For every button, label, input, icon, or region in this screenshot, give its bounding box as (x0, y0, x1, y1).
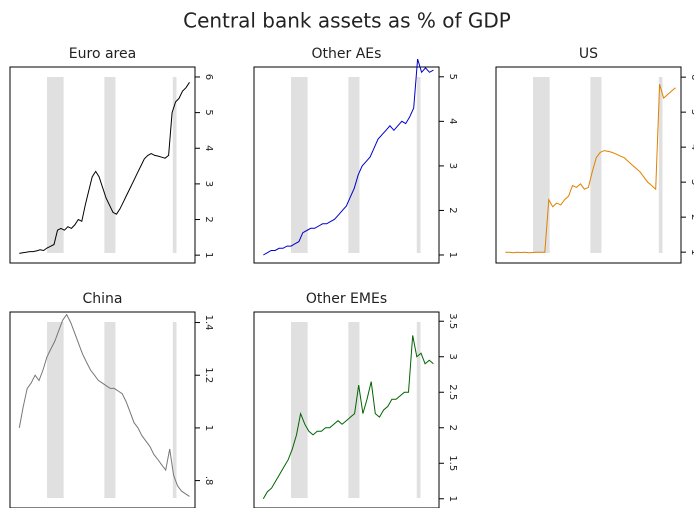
y-tick-label: 5 (447, 74, 458, 80)
y-tick-label: 5 (689, 109, 694, 115)
plot-frame (9, 66, 196, 264)
plot-frame (9, 311, 196, 508)
shaded-period (172, 77, 177, 253)
data-line (19, 82, 190, 254)
shaded-period (172, 322, 177, 498)
panel-title: China (83, 291, 123, 307)
data-line (263, 58, 434, 256)
y-tick-label: 4 (447, 118, 458, 124)
shaded-period (47, 77, 64, 253)
shaded-period (416, 77, 421, 253)
panel-title: Euro area (69, 46, 136, 62)
shaded-period (590, 77, 602, 253)
shaded-period (416, 322, 421, 498)
shaded-period (348, 77, 360, 253)
y-tick-label: 6 (203, 74, 214, 80)
y-tick-label: 1.4 (203, 315, 214, 331)
shaded-period (104, 77, 116, 253)
y-tick-label: 3.5 (447, 313, 458, 329)
y-tick-label: 3 (689, 179, 694, 185)
y-tick-label: 1 (203, 425, 214, 431)
y-tick-label: 1 (203, 252, 214, 258)
y-tick-label: 3 (447, 354, 458, 360)
y-tick-label: 2 (447, 207, 458, 213)
shaded-period (291, 77, 308, 253)
y-tick-label: 3 (203, 181, 214, 187)
y-tick-label: 3 (447, 163, 458, 169)
y-tick-label: 1 (447, 496, 458, 502)
data-line (262, 335, 434, 500)
y-tick-label: 1 (689, 249, 694, 255)
y-tick-label: 2 (689, 214, 694, 220)
shaded-period (533, 77, 550, 253)
y-tick-label: 2 (447, 425, 458, 431)
panel: Other AEs 1 2 3 4 5 (253, 46, 458, 264)
y-tick-label: 1.2 (203, 367, 214, 383)
panel-title: Other EMEs (306, 291, 387, 307)
y-tick-label: .8 (203, 476, 214, 486)
panel: Other EMEs 1 1.5 2 2.5 3 3.5 (253, 291, 458, 508)
y-tick-label: 1.5 (447, 455, 458, 471)
y-tick-label: 2.5 (447, 384, 458, 400)
y-tick-label: 1 (447, 252, 458, 258)
panel: US 1 2 3 4 5 6 (495, 46, 694, 264)
y-tick-label: 4 (203, 145, 214, 151)
page-title: Central bank assets as % of GDP (183, 9, 511, 33)
data-line (18, 313, 190, 497)
plot-frame (253, 66, 440, 264)
shaded-period (47, 322, 64, 498)
shaded-period (348, 322, 360, 498)
plot-frame (253, 311, 440, 508)
panel-title: US (579, 46, 598, 62)
shaded-period (658, 77, 663, 253)
y-tick-label: 4 (689, 144, 694, 150)
panel-title: Other AEs (312, 46, 382, 62)
data-line (505, 84, 676, 254)
panel: Euro area 1 2 3 4 5 6 (9, 46, 214, 264)
plot-frame (495, 66, 682, 264)
shaded-period (291, 322, 308, 498)
shaded-period (104, 322, 116, 498)
y-tick-label: 6 (689, 74, 694, 80)
y-tick-label: 5 (203, 109, 214, 115)
panel: China .8 1 1.2 1.4 (9, 291, 214, 508)
y-tick-label: 2 (203, 216, 214, 222)
